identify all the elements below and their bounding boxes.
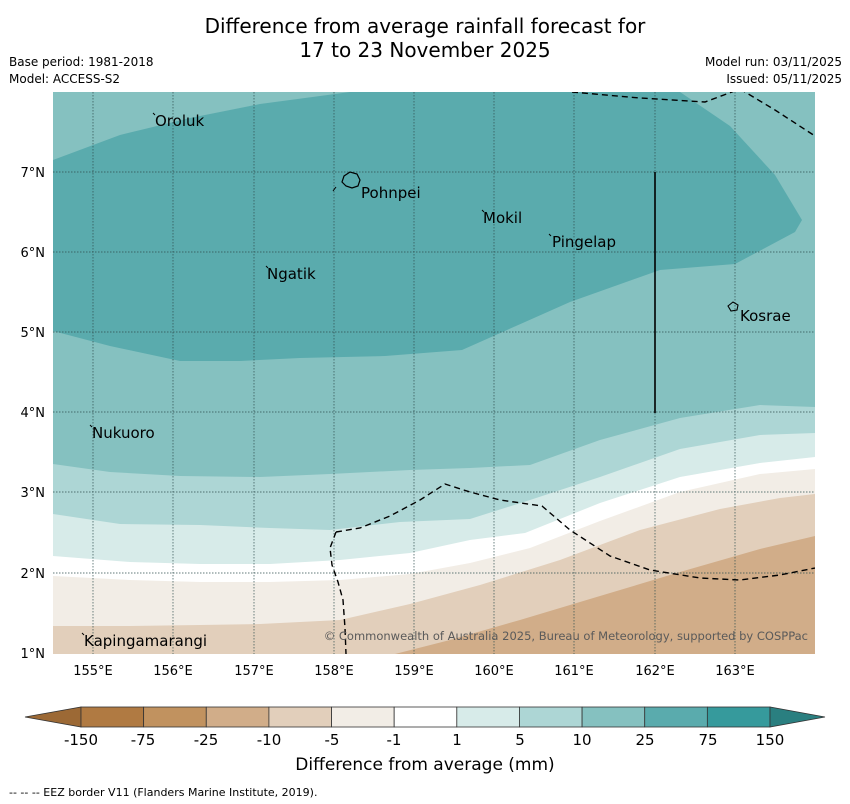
lon-label: 161°E [554, 664, 594, 679]
place-pohnpei: Pohnpei [361, 184, 421, 202]
legend-tick: 10 [572, 731, 591, 749]
legend-tick: 75 [698, 731, 717, 749]
colorbar-swatch [268, 706, 332, 728]
lon-label: 156°E [153, 664, 193, 679]
lat-label: 3°N [21, 486, 46, 501]
lon-label: 155°E [73, 664, 113, 679]
colorbar-swatch [581, 706, 646, 728]
lat-label: 5°N [21, 326, 46, 341]
lon-label: 163°E [715, 664, 755, 679]
pohnpei-island-icon [341, 171, 361, 189]
legend-tick: -1 [387, 731, 402, 749]
colorbar-swatch [644, 706, 708, 728]
copyright-notice: © Commonwealth of Australia 2025, Bureau… [324, 629, 808, 643]
colorbar-swatch [706, 706, 771, 728]
map-title: Difference from average rainfall forecas… [0, 14, 850, 62]
place-kosrae: Kosrae [740, 307, 791, 325]
lat-label: 2°N [21, 567, 46, 582]
lon-label: 159°E [394, 664, 434, 679]
lat-label: 6°N [21, 246, 46, 261]
lon-label: 162°E [635, 664, 675, 679]
legend-tick: 25 [635, 731, 654, 749]
place-markers [81, 112, 552, 636]
place-oroluk: Oroluk [155, 112, 204, 130]
issued-date: Issued: 05/11/2025 [726, 72, 842, 86]
colorbar-swatches [24, 706, 826, 728]
meta-right: Model run: 03/11/2025 Issued: 05/11/2025 [705, 54, 842, 88]
place-kapingamarangi: Kapingamarangi [84, 632, 207, 650]
place-ngatik: Ngatik [267, 265, 316, 283]
map-fill [53, 92, 815, 654]
title-line-2: 17 to 23 November 2025 [299, 38, 551, 62]
colorbar-swatch [393, 706, 458, 728]
lon-label: 157°E [234, 664, 274, 679]
rainfall-map: Oroluk Pohnpei Mokil Pingelap Ngatik Kos… [21, 92, 815, 679]
lat-label: 7°N [21, 166, 46, 181]
graticule [53, 92, 815, 654]
colorbar-swatch [331, 706, 395, 728]
colorbar-swatch [80, 706, 145, 728]
model-run: Model run: 03/11/2025 [704, 55, 842, 69]
ant-atoll-mark [332, 186, 337, 192]
legend-tick: -75 [131, 731, 156, 749]
band-25-75 [53, 92, 802, 361]
legend-tick: 1 [452, 731, 462, 749]
place-nukuoro: Nukuoro [92, 424, 155, 442]
colorbar: -150 -75 -25 -10 -5 -1 1 5 10 25 75 150 [24, 706, 826, 749]
lat-axis: 7°N 6°N 5°N 4°N 3°N 2°N 1°N [21, 166, 46, 662]
colorbar-extend-low [24, 706, 82, 728]
lon-axis: 155°E 156°E 157°E 158°E 159°E 160°E 161°… [73, 664, 755, 679]
legend-tick: 150 [756, 731, 785, 749]
eez-footnote: -- -- -- EEZ border V11 (Flanders Marine… [9, 786, 318, 799]
legend-tick: -10 [257, 731, 282, 749]
kosrae-island-icon [727, 301, 739, 312]
base-period: Base period: 1981-2018 [9, 55, 154, 69]
lon-label: 158°E [314, 664, 354, 679]
meta-left: Base period: 1981-2018 Model: ACCESS-S2 [9, 54, 154, 88]
lon-label: 160°E [474, 664, 514, 679]
legend-tick: -25 [194, 731, 219, 749]
colorbar-ticks: -150 -75 -25 -10 -5 -1 1 5 10 25 75 150 [64, 731, 784, 749]
legend-tick: -150 [64, 731, 98, 749]
colorbar-swatch [456, 706, 520, 728]
place-mokil: Mokil [483, 209, 522, 227]
colorbar-swatch [205, 706, 270, 728]
colorbar-swatch [143, 706, 207, 728]
legend-tick: -5 [325, 731, 340, 749]
place-pingelap: Pingelap [552, 233, 616, 251]
model-name: Model: ACCESS-S2 [9, 72, 121, 86]
colorbar-swatch [519, 706, 583, 728]
colorbar-extend-high [769, 706, 826, 728]
lat-label: 4°N [21, 406, 46, 421]
eez-borders [329, 92, 815, 654]
title-line-1: Difference from average rainfall forecas… [204, 14, 646, 38]
colorbar-title: Difference from average (mm) [295, 755, 555, 775]
band-minus-10-25 [395, 536, 815, 654]
legend-tick: 5 [515, 731, 525, 749]
lat-label: 1°N [21, 647, 46, 662]
